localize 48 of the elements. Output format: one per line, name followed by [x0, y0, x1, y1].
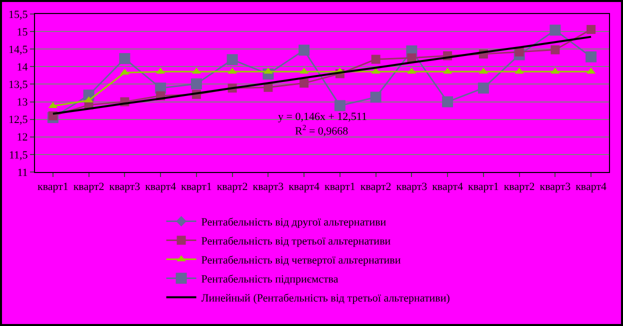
y-tick-label: 11,5	[8, 149, 28, 162]
point	[370, 92, 382, 103]
point	[334, 100, 346, 112]
y-tick-label: 15	[16, 26, 28, 38]
x-tick-label: кварт3	[540, 181, 572, 194]
legend-label: Рентабельність підприємства	[201, 274, 338, 286]
point	[550, 45, 560, 54]
x-tick-label: кварт3	[396, 181, 428, 194]
y-tick-label: 12,5	[8, 114, 28, 126]
y-tick-label: 14,5	[8, 44, 28, 56]
x-tick-label: кварт4	[145, 181, 177, 194]
x-tick-label: кварт2	[360, 181, 392, 194]
y-tick-label: 13,5	[8, 79, 28, 92]
point	[514, 47, 524, 56]
point	[119, 53, 130, 64]
point	[478, 82, 489, 94]
annotation: y = 0,146x + 12,511	[278, 111, 367, 123]
x-tick-label: кварт1	[468, 181, 499, 194]
point	[298, 44, 310, 56]
x-tick-label: кварт4	[576, 181, 608, 194]
y-tick-label: 12	[16, 132, 28, 144]
y-tick-label: 14	[16, 62, 28, 74]
legend-label: Рентабельність від другої альтернативи	[201, 216, 386, 229]
x-tick-label: кварт2	[73, 181, 104, 194]
x-tick-label: кварт4	[432, 181, 464, 194]
point	[371, 54, 380, 64]
x-tick-label: кварт3	[109, 181, 141, 194]
x-tick-label: кварт1	[37, 181, 68, 194]
legend-label: Рентабельність від четвертої альтернативи	[201, 254, 401, 267]
y-tick-label: 15,5	[8, 8, 28, 21]
legend-label: Рентабельність від третьої альтернативи	[201, 236, 391, 248]
x-tick-label: кварт1	[324, 181, 356, 194]
point	[586, 24, 596, 34]
x-tick-label: кварт4	[288, 181, 320, 194]
y-tick-label: 13	[16, 96, 28, 109]
point	[300, 78, 309, 88]
x-tick-label: кварт2	[216, 181, 248, 194]
point	[190, 78, 202, 90]
legend-label: Линейный (Рентабельність від третьої альтернативи)	[201, 292, 450, 305]
point	[550, 24, 561, 36]
x-tick-label: кварт3	[252, 181, 284, 194]
annotation: R$^{2}$ = 0,9668	[295, 123, 349, 138]
y-tick-label: 11	[17, 166, 28, 179]
point	[586, 51, 597, 62]
point	[442, 96, 454, 108]
x-tick-label: кварт1	[180, 181, 212, 194]
x-tick-label: кварт2	[504, 181, 535, 194]
point	[226, 54, 238, 66]
